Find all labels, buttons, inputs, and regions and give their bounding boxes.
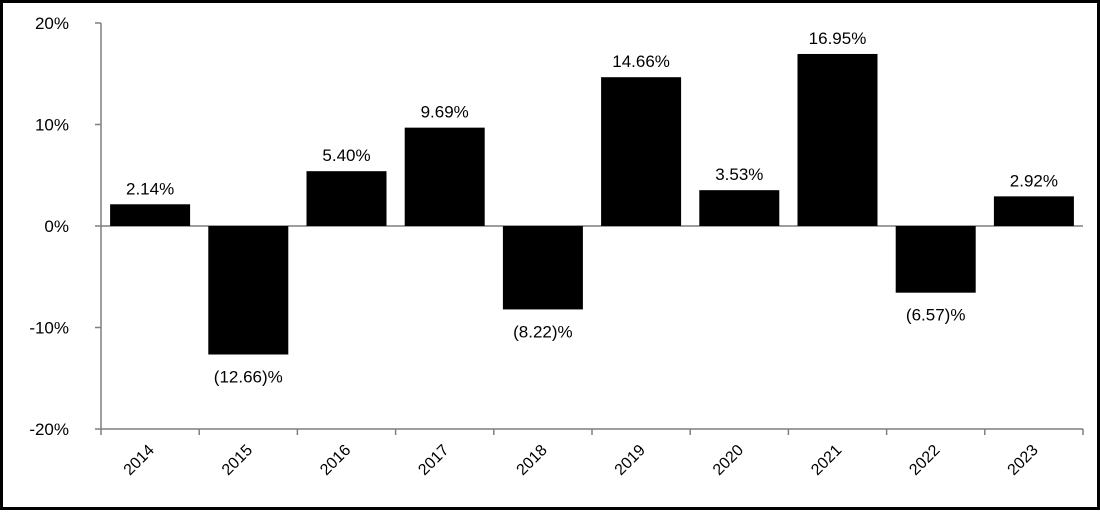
bar-2020	[699, 190, 780, 226]
bar-2015	[208, 226, 289, 355]
y-tick-label: -20%	[29, 420, 69, 439]
x-tick-label-2023: 2023	[1005, 442, 1042, 479]
bar-2019	[601, 77, 682, 227]
bar-2022	[895, 226, 976, 293]
bars	[110, 53, 1074, 355]
x-tick-label-2022: 2022	[906, 442, 943, 479]
x-tick-label-2016: 2016	[317, 442, 354, 479]
x-tick-label-2019: 2019	[612, 442, 649, 479]
bar-2018	[502, 226, 583, 310]
x-tick-label-2021: 2021	[808, 442, 845, 479]
data-label-2020: 3.53%	[715, 165, 763, 184]
y-tick-label: -10%	[29, 319, 69, 338]
data-label-2021: 16.95%	[809, 29, 867, 48]
data-label-2018: (8.22)%	[513, 322, 573, 341]
data-label-2019: 14.66%	[612, 52, 670, 71]
data-label-2017: 9.69%	[421, 103, 469, 122]
x-tick-label-2018: 2018	[514, 442, 551, 479]
x-tick-label-2020: 2020	[710, 442, 747, 479]
bar-2017	[404, 127, 485, 226]
x-tick-labels: 2014 2015 2016 2017 2018 2019 2020 2021 2022 2023	[121, 442, 1042, 479]
y-tick-label: 20%	[35, 14, 69, 33]
bar-2021	[797, 53, 878, 226]
bar-2023	[993, 196, 1074, 226]
data-label-2023: 2.92%	[1010, 171, 1058, 190]
y-tick-label: 0%	[44, 217, 69, 236]
x-tick-label-2014: 2014	[121, 442, 158, 479]
y-tick-labels: 20% 10% 0% -10% -20%	[29, 14, 69, 439]
data-label-2015: (12.66)%	[214, 367, 283, 386]
bar-chart: 2.14% (12.66)% 5.40% 9.69% (8.22)% 14.66% 3.53…	[29, 14, 1084, 479]
data-label-2022: (6.57)%	[906, 306, 966, 325]
data-label-2014: 2.14%	[126, 179, 174, 198]
data-labels: 2.14% (12.66)% 5.40% 9.69% (8.22)% 14.66% 3.53…	[126, 29, 1058, 387]
data-label-2016: 5.40%	[322, 146, 370, 165]
x-tick-label-2017: 2017	[415, 442, 452, 479]
bar-2014	[110, 204, 191, 226]
x-tick-label-2015: 2015	[219, 442, 256, 479]
y-tick-label: 10%	[35, 116, 69, 135]
bar-2016	[306, 171, 387, 226]
